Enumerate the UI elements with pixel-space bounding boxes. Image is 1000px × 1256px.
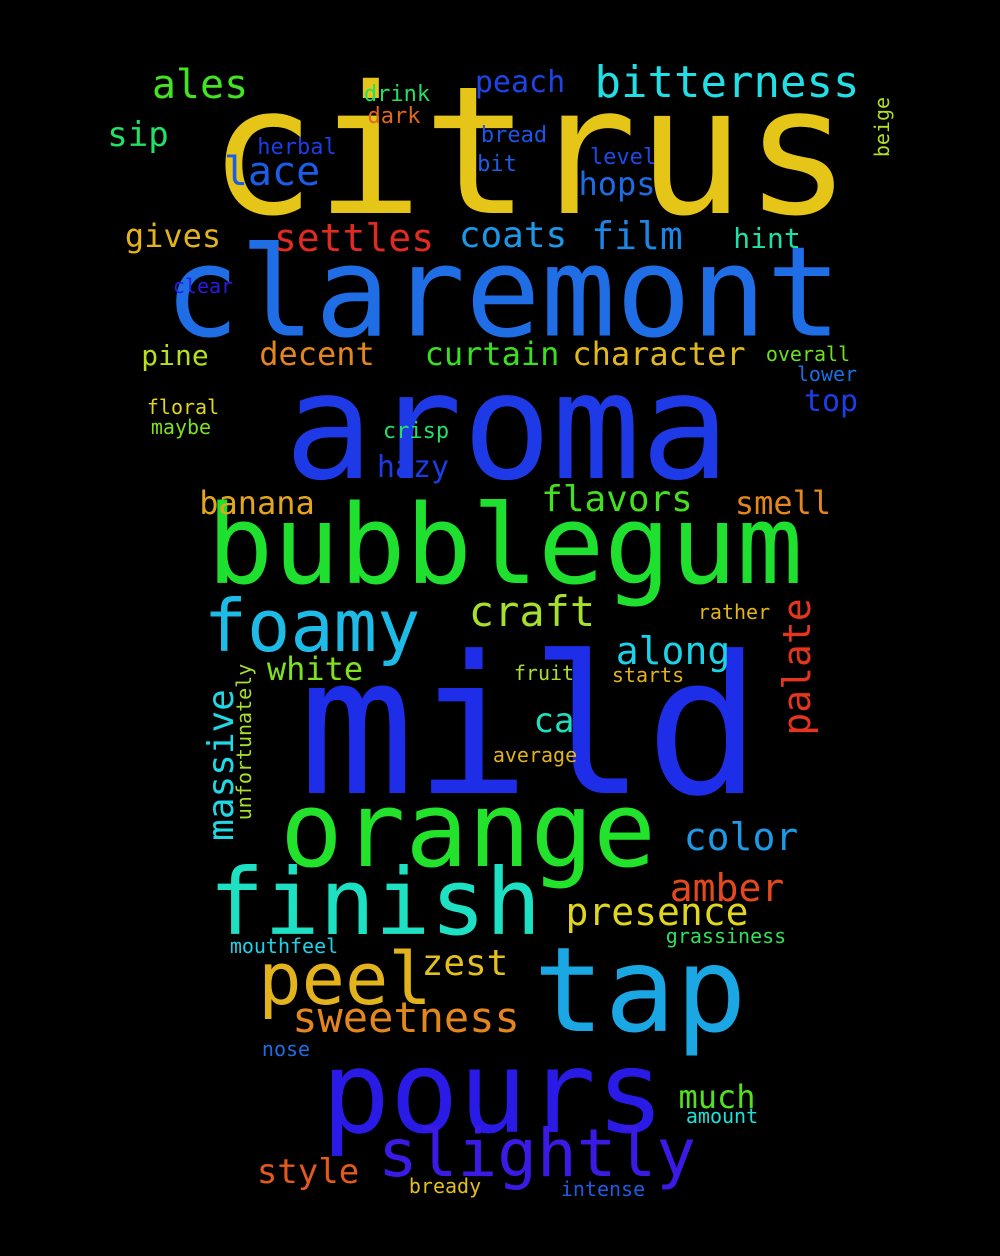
word-pine: pine [141,339,209,372]
word-citrus: citrus [208,48,852,255]
word-bubblegum: bubblegum [206,481,804,609]
word-bit: bit [477,152,517,177]
word-drink: drink [363,82,431,107]
word-intense: intense [560,1177,646,1201]
word-gives: gives [124,217,222,255]
word-amber: amber [669,866,785,910]
word-bread: bread [480,123,548,148]
word-rather: rather [697,600,771,624]
word-finish: finish [208,849,542,956]
word-much: much [678,1078,756,1116]
word-lower: lower [796,362,858,386]
word-grassiness: grassiness [665,924,787,948]
word-decent: decent [259,335,375,373]
word-top: top [803,384,859,419]
word-dark: dark [367,104,421,129]
word-flavors: flavors [541,479,693,520]
word-smell: smell [734,484,832,522]
word-level: level [589,145,657,170]
word-starts: starts [611,663,685,687]
word-amount: amount [685,1104,759,1128]
word-peel: peel [258,937,432,1021]
word-craft: craft [468,587,596,636]
word-curtain: curtain [424,335,560,373]
word-character: character [572,335,746,373]
word-maybe: maybe [150,415,212,439]
word-hazy: hazy [376,450,450,485]
word-bitterness: bitterness [594,57,860,108]
word-film: film [591,214,683,258]
word-ales: ales [151,62,249,108]
word-nose: nose [261,1037,311,1061]
word-average: average [492,743,578,767]
word-orange: orange [280,769,656,891]
word-hint: hint [733,222,801,255]
word-white: white [266,650,364,688]
word-lace: lace [223,149,321,195]
word-banana: banana [199,484,315,522]
word-unfortunately: unfortunately [232,663,256,821]
word-palate: palate [775,598,819,736]
word-sip: sip [107,115,169,155]
word-presence: presence [565,890,749,934]
word-tap: tap [533,921,747,1059]
word-ca: ca [533,701,575,741]
word-along: along [615,629,731,673]
word-floral: floral [146,395,220,419]
word-bready: bready [408,1174,482,1198]
word-herbal: herbal [257,135,337,160]
word-settles: settles [273,216,435,260]
word-slightly: slightly [378,1115,696,1192]
word-claremont: claremont [164,220,842,366]
word-color: color [683,815,799,859]
word-mild: mild [298,616,762,839]
word-hops: hops [578,165,656,203]
word-beige: beige [870,96,894,158]
word-overall: overall [765,342,851,366]
word-style: style [256,1152,360,1192]
word-peach: peach [474,65,566,100]
word-foamy: foamy [203,584,421,668]
word-coats: coats [458,215,568,256]
word-mouthfeel: mouthfeel [229,934,339,958]
word-pours: pours [321,1026,665,1159]
word-aroma: aroma [284,341,730,513]
word-sweetness: sweetness [292,993,520,1042]
word-crisp: crisp [382,419,450,444]
word-zest: zest [421,943,509,984]
word-clear: clear [172,274,234,298]
word-fruit: fruit [513,661,575,685]
